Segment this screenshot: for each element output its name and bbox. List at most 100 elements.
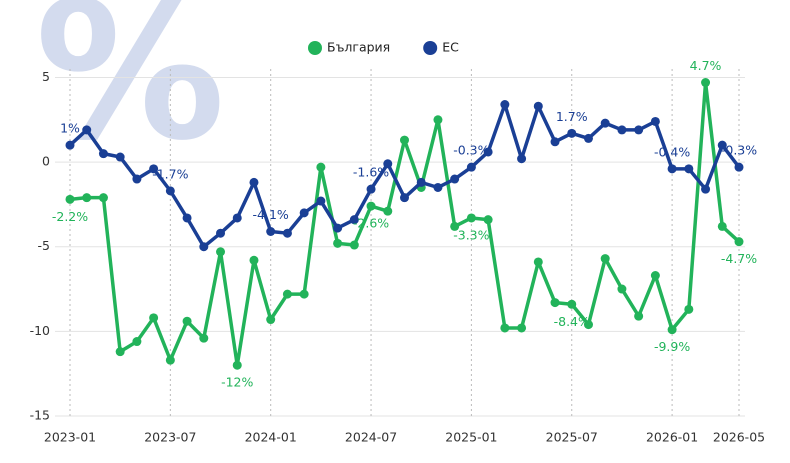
point <box>98 193 108 203</box>
legend-marker <box>308 41 322 55</box>
data-label: -1.6% <box>353 165 389 180</box>
watermark: % <box>35 0 225 182</box>
data-label: -4.1% <box>253 207 289 222</box>
y-tick-label: -15 <box>30 408 50 423</box>
x-tick-label: 2025-07 <box>546 430 598 445</box>
point <box>533 101 543 111</box>
point <box>316 162 326 172</box>
point <box>583 133 593 143</box>
x-tick-label: 2026-05 <box>713 430 765 445</box>
point <box>383 206 393 216</box>
point <box>82 193 92 203</box>
point <box>98 149 108 159</box>
x-tick-label: 2023-01 <box>44 430 96 445</box>
point <box>165 186 175 196</box>
point <box>333 223 343 233</box>
data-label: -9.9% <box>654 339 690 354</box>
point <box>266 226 276 236</box>
point <box>149 164 159 174</box>
point <box>115 152 125 162</box>
point <box>533 257 543 267</box>
data-label: 4.7% <box>690 58 722 73</box>
point <box>216 247 226 257</box>
point <box>216 228 226 238</box>
point <box>734 162 744 172</box>
point <box>634 311 644 321</box>
point <box>65 194 75 204</box>
point <box>684 164 694 174</box>
y-tick-label: -5 <box>38 238 50 253</box>
y-tick-label: 5 <box>42 69 50 84</box>
x-tick-label: 2025-01 <box>445 430 497 445</box>
point <box>701 78 711 88</box>
point <box>483 215 493 225</box>
point <box>650 271 660 281</box>
point <box>182 316 192 326</box>
point <box>299 208 309 218</box>
x-tick-label: 2023-07 <box>144 430 196 445</box>
point <box>282 228 292 238</box>
point <box>199 333 209 343</box>
point <box>132 174 142 184</box>
point <box>667 164 677 174</box>
point <box>366 184 376 194</box>
point <box>500 323 510 333</box>
point <box>383 159 393 169</box>
point <box>82 125 92 135</box>
data-label: 1% <box>60 121 80 136</box>
x-tick-label: 2024-01 <box>245 430 297 445</box>
point <box>132 337 142 347</box>
point <box>349 215 359 225</box>
data-label: -0.3% <box>721 143 757 158</box>
point <box>433 115 443 125</box>
data-label: 1.7% <box>556 109 588 124</box>
point <box>701 184 711 194</box>
data-label: -0.4% <box>654 144 690 159</box>
y-tick-label: 0 <box>42 154 50 169</box>
point <box>567 299 577 309</box>
point <box>165 355 175 365</box>
point <box>400 135 409 145</box>
point <box>517 323 527 333</box>
point <box>400 193 409 203</box>
point <box>266 315 276 325</box>
point <box>450 174 460 184</box>
point <box>65 140 75 150</box>
point <box>483 147 493 157</box>
point <box>550 137 560 147</box>
point <box>667 325 677 335</box>
point <box>717 221 727 231</box>
data-label: -2.2% <box>52 209 88 224</box>
point <box>450 221 460 231</box>
legend-marker <box>423 41 438 55</box>
point <box>299 289 309 299</box>
data-label: -0.3% <box>453 143 489 158</box>
data-label: -8.4% <box>554 314 590 329</box>
point <box>517 154 527 164</box>
grid <box>55 69 745 417</box>
point <box>550 298 560 308</box>
point <box>617 284 627 294</box>
point <box>684 304 694 314</box>
point <box>366 201 376 211</box>
legend: България ЕС <box>308 40 459 55</box>
data-label: -12% <box>221 375 253 390</box>
point <box>249 255 259 265</box>
point <box>650 116 660 126</box>
data-label: -4.7% <box>721 251 757 266</box>
point <box>232 213 242 223</box>
point <box>115 347 125 357</box>
data-label: -2.6% <box>353 216 389 231</box>
point <box>600 254 610 264</box>
point <box>466 213 476 223</box>
point <box>600 118 610 128</box>
point <box>316 196 326 206</box>
point <box>232 360 242 370</box>
legend-label: България <box>327 40 390 55</box>
point <box>634 125 644 135</box>
point <box>466 162 476 172</box>
point <box>199 242 209 252</box>
point <box>717 140 727 150</box>
point <box>433 182 443 192</box>
